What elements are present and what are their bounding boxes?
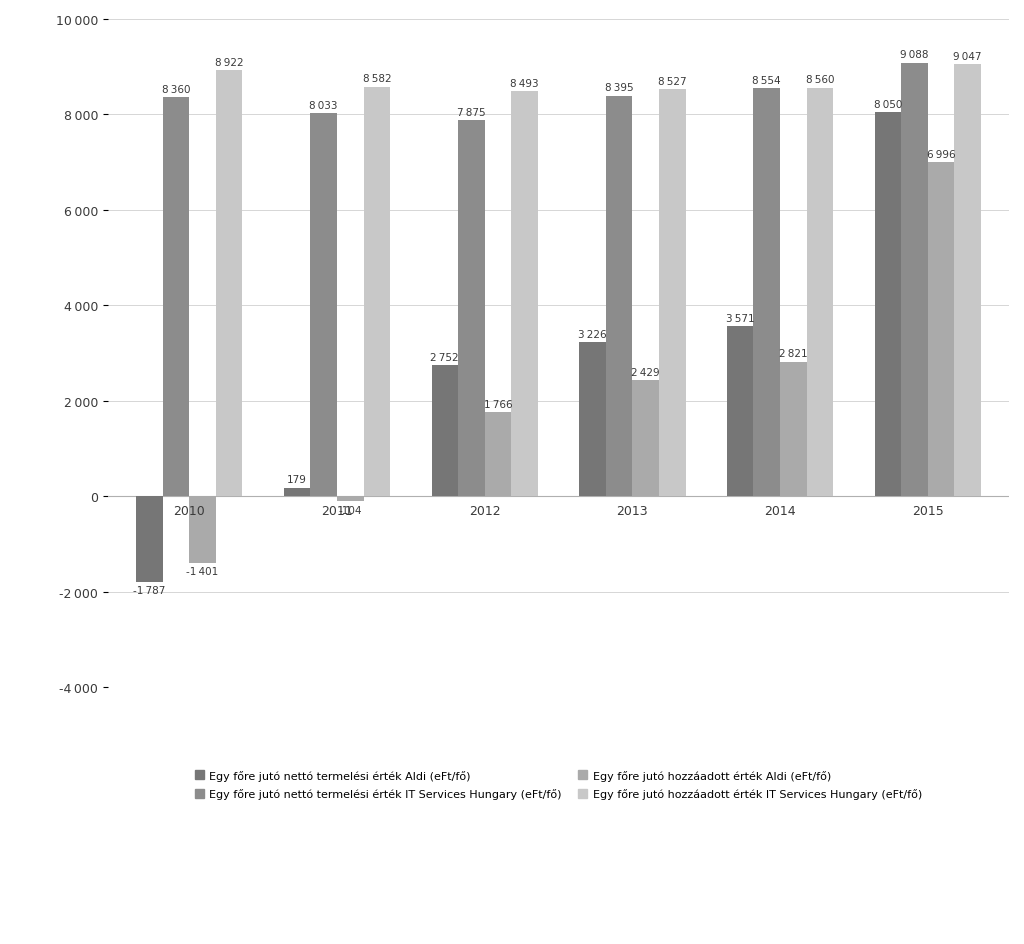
Bar [659, 91, 685, 497]
Bar [901, 63, 928, 497]
Text: 9 047: 9 047 [953, 52, 982, 62]
Text: 2013: 2013 [616, 504, 648, 517]
Bar [189, 497, 216, 564]
Text: 2015: 2015 [912, 504, 944, 517]
Text: -104: -104 [339, 505, 362, 515]
Text: 2011: 2011 [322, 504, 353, 517]
Text: 2012: 2012 [469, 504, 501, 517]
Text: 8 360: 8 360 [162, 85, 190, 94]
Bar [216, 72, 243, 497]
Text: 8 493: 8 493 [510, 78, 539, 89]
Text: 1 766: 1 766 [483, 399, 512, 409]
Text: 9 088: 9 088 [900, 50, 929, 60]
Text: 8 554: 8 554 [753, 76, 781, 86]
Text: 8 033: 8 033 [309, 100, 338, 110]
Bar [511, 92, 538, 497]
Bar [727, 327, 754, 497]
Bar [284, 488, 310, 497]
Text: 3 571: 3 571 [726, 313, 755, 323]
Text: -1 401: -1 401 [186, 567, 219, 577]
Bar [580, 343, 606, 497]
Bar [458, 121, 484, 497]
Bar [954, 65, 981, 497]
Text: 8 922: 8 922 [215, 58, 244, 68]
Bar [431, 365, 458, 497]
Text: 2010: 2010 [173, 504, 205, 517]
Bar [633, 381, 659, 497]
Bar [780, 362, 807, 497]
Text: 8 050: 8 050 [873, 100, 902, 110]
Text: 2 429: 2 429 [632, 367, 660, 378]
Text: 3 226: 3 226 [579, 329, 607, 340]
Bar [754, 89, 780, 497]
Text: -1 787: -1 787 [133, 585, 166, 596]
Text: 2 821: 2 821 [779, 349, 808, 359]
Bar [484, 413, 511, 497]
Text: 8 395: 8 395 [605, 83, 634, 93]
Text: 7 875: 7 875 [457, 108, 485, 118]
Bar [606, 96, 633, 497]
Bar [163, 98, 189, 497]
Bar [310, 114, 337, 497]
Bar [337, 497, 364, 501]
Bar [874, 113, 901, 497]
Legend: Egy főre jutó nettó termelési érték Aldi (eFt/fő), Egy főre jutó nettó termelési: Egy főre jutó nettó termelési érték Aldi… [195, 769, 923, 800]
Bar [807, 89, 834, 497]
Text: 179: 179 [287, 475, 307, 485]
Text: 6 996: 6 996 [927, 150, 955, 160]
Bar [364, 88, 390, 497]
Text: 2 752: 2 752 [430, 352, 459, 362]
Bar [928, 163, 954, 497]
Text: 8 560: 8 560 [806, 76, 835, 85]
Bar [136, 497, 163, 582]
Text: 8 582: 8 582 [362, 75, 391, 84]
Text: 2014: 2014 [764, 504, 796, 517]
Text: 8 527: 8 527 [658, 76, 686, 87]
